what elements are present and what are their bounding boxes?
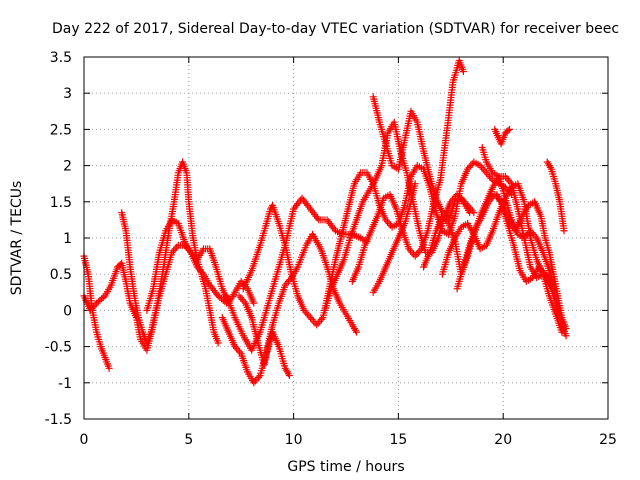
plot-frame xyxy=(83,56,609,420)
y-tick-label: 3.5 xyxy=(50,50,72,66)
y-tick-label: -1.5 xyxy=(45,412,72,428)
data-point xyxy=(253,375,261,383)
data-point xyxy=(505,125,513,133)
data-points xyxy=(80,57,570,387)
data-point xyxy=(285,372,293,380)
x-tick-label: 0 xyxy=(80,432,89,448)
series-track-19 xyxy=(543,158,568,235)
data-point xyxy=(413,250,421,258)
y-tick-label: 0 xyxy=(63,303,72,319)
series-track-11 xyxy=(369,93,478,224)
x-tick-label: 15 xyxy=(389,432,407,448)
data-point xyxy=(414,249,422,256)
data-point xyxy=(305,312,313,320)
data-point xyxy=(504,176,512,184)
data-point xyxy=(238,296,246,303)
series-track-18 xyxy=(493,191,570,332)
y-tick-label: -0.5 xyxy=(45,340,72,356)
data-point xyxy=(530,230,538,238)
axis-ticks: 0 5 10 15 20 25 3.5 3 2.5 2 1.5 1 0.5 0 -0.5 -1 -1.5 xyxy=(45,50,617,448)
data-point xyxy=(470,209,478,217)
series-track-12 xyxy=(369,180,419,296)
series-track-7 xyxy=(235,230,360,369)
data-point xyxy=(313,321,321,329)
data-point xyxy=(105,364,113,372)
data-point xyxy=(303,310,311,318)
data-point xyxy=(411,180,419,188)
data-point xyxy=(504,127,512,135)
data-point xyxy=(503,174,511,182)
data-point xyxy=(237,294,245,302)
y-tick-label: 0.5 xyxy=(50,267,72,283)
data-point xyxy=(408,249,416,256)
y-tick-label: 1.5 xyxy=(50,195,72,211)
data-point xyxy=(459,67,467,75)
data-point xyxy=(250,299,258,307)
x-tick-label: 20 xyxy=(494,432,512,448)
data-point xyxy=(99,293,107,301)
data-point xyxy=(352,328,360,336)
data-point xyxy=(560,227,568,235)
series-track-17 xyxy=(491,125,513,148)
y-axis-label: SDTVAR / TECUs xyxy=(9,181,25,296)
series-track-1 xyxy=(80,252,113,372)
data-point xyxy=(562,325,570,332)
data-point xyxy=(306,314,314,322)
data-point xyxy=(171,245,179,253)
chart-title: Day 222 of 2017, Sidereal Day-to-day VTE… xyxy=(52,21,619,37)
data-point xyxy=(314,319,322,327)
data-point xyxy=(411,252,419,260)
data-point xyxy=(562,332,570,340)
x-axis-label: GPS time / hours xyxy=(287,459,404,475)
x-tick-label: 25 xyxy=(599,432,617,448)
x-tick-label: 5 xyxy=(184,432,193,448)
data-point xyxy=(214,339,222,347)
y-tick-label: 1 xyxy=(63,231,72,247)
y-tick-label: 3 xyxy=(63,86,72,102)
series-track-3 xyxy=(118,158,222,347)
data-point xyxy=(234,346,242,354)
y-tick-label: 2.5 xyxy=(50,122,72,138)
y-tick-label: 2 xyxy=(63,159,72,175)
y-tick-label: -1 xyxy=(58,376,72,392)
x-tick-label: 10 xyxy=(285,432,303,448)
series-track-4 xyxy=(143,216,258,314)
